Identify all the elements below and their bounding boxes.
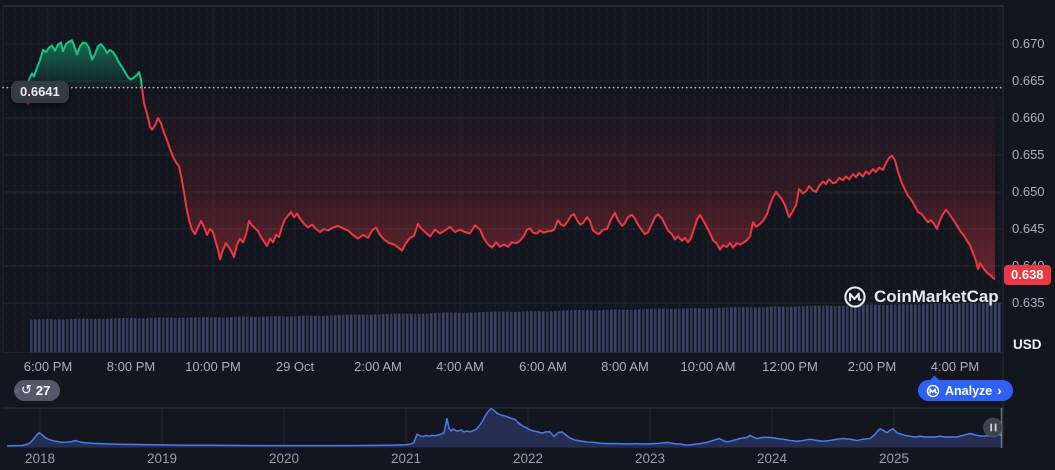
- price-line-up: [27, 39, 143, 88]
- minimap-year-label: 2022: [512, 451, 544, 466]
- history-count-badge[interactable]: ↺ 27: [14, 380, 61, 401]
- x-axis-label: 4:00 AM: [436, 359, 484, 374]
- watermark-text: CoinMarketCap: [874, 287, 999, 306]
- volume-bars: [30, 302, 1001, 353]
- chevron-right-icon: ›: [997, 383, 1002, 398]
- minimap-year-label: 2025: [878, 451, 910, 466]
- x-axis-label: 6:00 AM: [519, 359, 567, 374]
- minimap-year-label: 2021: [390, 451, 422, 466]
- y-axis-label: 0.645: [1012, 221, 1045, 236]
- price-line-down: [141, 87, 996, 281]
- history-clock-icon: ↺: [21, 382, 32, 397]
- x-axis-label: 4:00 PM: [930, 359, 980, 374]
- y-axis-label: 0.665: [1012, 73, 1045, 88]
- x-axis-label: 12:00 PM: [762, 359, 818, 374]
- minimap-year-label: 2018: [24, 451, 56, 466]
- y-axis-label: 0.650: [1012, 184, 1045, 199]
- x-axis-label: 8:00 PM: [106, 359, 156, 374]
- history-count: 27: [35, 383, 51, 398]
- open-price-badge: 0.6641: [11, 81, 69, 103]
- y-axis-label: 0.670: [1012, 36, 1045, 51]
- open-price-marker-icon: [24, 101, 32, 109]
- x-axis-label: 2:00 PM: [847, 359, 897, 374]
- x-axis-label: 2:00 AM: [354, 359, 402, 374]
- x-axis-label: 8:00 AM: [601, 359, 649, 374]
- analyze-button[interactable]: Analyze ›: [918, 380, 1013, 401]
- minimap-year-label: 2019: [146, 451, 178, 466]
- minimap-year-label: 2024: [756, 451, 788, 466]
- minimap-range-handle[interactable]: [983, 417, 1003, 438]
- price-area-up: [28, 40, 142, 88]
- currency-unit-label: USD: [1013, 337, 1042, 352]
- coinmarketcap-logo-icon: [844, 286, 866, 308]
- y-axis-label: 0.635: [1012, 295, 1045, 310]
- last-price-badge: 0.638: [1004, 265, 1051, 285]
- minimap-year-label: 2023: [634, 451, 666, 466]
- x-axis-label: 6:00 PM: [23, 359, 73, 374]
- watermark: CoinMarketCap: [843, 285, 999, 309]
- minimap-year-label: 2020: [268, 451, 300, 466]
- y-axis-label: 0.660: [1012, 110, 1045, 125]
- history-minimap[interactable]: [3, 407, 1003, 448]
- x-axis-label: 10:00 PM: [185, 359, 241, 374]
- analyze-label: Analyze: [945, 383, 993, 398]
- coinmarketcap-logo-icon: [926, 384, 940, 397]
- minimap-line: [6, 407, 1003, 447]
- minimap-area: [7, 408, 1002, 448]
- x-axis-label: 10:00 AM: [680, 359, 736, 374]
- price-area-down: [142, 87, 995, 280]
- x-axis-label: 29 Oct: [275, 359, 315, 374]
- y-axis-label: 0.655: [1012, 147, 1045, 162]
